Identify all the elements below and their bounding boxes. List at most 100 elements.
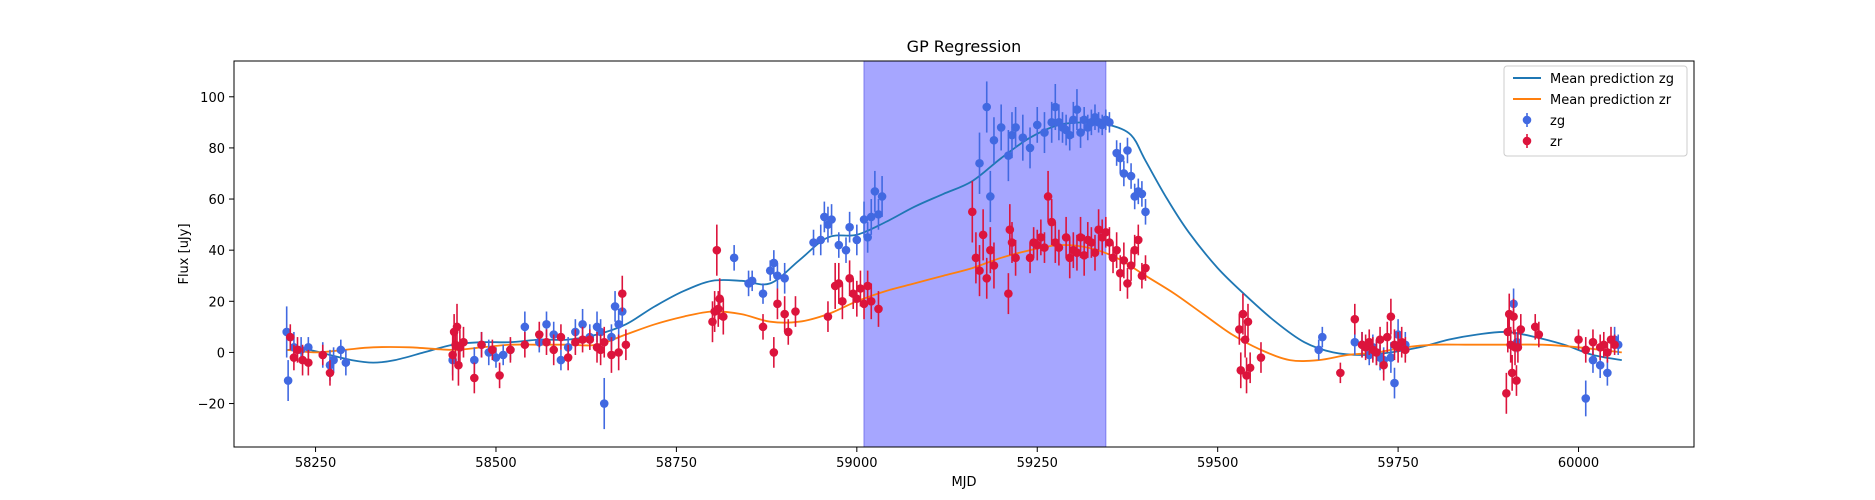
point-marker [304, 343, 313, 352]
plot-frame [233, 60, 1695, 448]
y-tick-label: −20 [198, 398, 225, 413]
data-point-zr [293, 337, 302, 363]
data-point-zr [1090, 234, 1100, 271]
point-marker [520, 322, 530, 332]
point-marker [1115, 153, 1125, 163]
y-axis-label: Flux [uJy] [177, 223, 192, 284]
data-point-zr [780, 296, 789, 332]
point-marker [1076, 233, 1085, 242]
point-marker [1123, 279, 1132, 288]
point-marker [1386, 353, 1396, 362]
data-point-zr [1516, 314, 1526, 345]
legend-box [1503, 65, 1688, 157]
data-point-zr [1603, 342, 1612, 363]
data-point-zr [758, 314, 768, 340]
data-point-zr [452, 303, 462, 350]
point-marker [1137, 189, 1147, 199]
point-marker [715, 294, 725, 304]
data-point-zg [556, 349, 566, 371]
data-point-zr [715, 278, 725, 320]
point-marker [967, 207, 977, 217]
data-point-zr [1072, 234, 1082, 271]
point-marker [729, 253, 739, 263]
point-marker [1108, 253, 1118, 263]
legend-marker-swatch [1522, 136, 1532, 146]
data-point-zr [982, 257, 992, 299]
point-marker [556, 332, 566, 342]
point-marker [982, 273, 992, 283]
x-tick-label: 59250 [1017, 456, 1058, 471]
point-marker [614, 348, 623, 357]
x-tick-label: 59750 [1377, 456, 1418, 471]
point-marker [1382, 332, 1392, 342]
point-marker [852, 294, 862, 304]
point-marker [1507, 368, 1517, 378]
point-marker [610, 302, 620, 311]
data-point-zr [971, 232, 981, 284]
data-point-zg [1390, 367, 1399, 399]
point-marker [1011, 123, 1020, 132]
data-point-zr [967, 181, 977, 243]
data-point-zr [1011, 239, 1020, 276]
y-axis: −20 0 20 40 60 80 100 [198, 91, 234, 413]
data-point-zr [285, 324, 295, 350]
point-marker [765, 266, 775, 275]
data-point-zr [1126, 250, 1136, 281]
data-point-zr [1502, 372, 1511, 414]
data-point-zr [1397, 326, 1407, 358]
point-marker [1126, 171, 1136, 181]
data-point-zr [621, 329, 631, 361]
data-point-zr [834, 262, 844, 304]
legend-label: zg [1550, 114, 1565, 129]
point-marker [1603, 348, 1612, 357]
point-marker [1243, 317, 1253, 327]
point-marker [1079, 115, 1089, 125]
point-marker [599, 337, 609, 347]
data-point-zr [874, 291, 883, 327]
point-marker [325, 368, 335, 378]
data-point-zr [712, 224, 722, 276]
point-marker [713, 304, 723, 314]
point-marker [971, 253, 981, 263]
point-marker [773, 271, 782, 281]
data-point-zg [975, 132, 984, 194]
point-marker [470, 355, 479, 365]
data-point-zr [304, 349, 313, 376]
legend-item: zr [1522, 134, 1563, 150]
point-marker [470, 373, 479, 383]
point-marker [549, 345, 559, 355]
data-point-zg [820, 201, 829, 233]
data-points [282, 81, 1623, 430]
point-marker [585, 335, 595, 344]
point-marker [534, 330, 544, 339]
point-marker [866, 212, 876, 222]
data-point-zr [1243, 303, 1253, 340]
point-marker [1588, 337, 1598, 347]
point-marker [769, 258, 779, 268]
point-marker [578, 335, 587, 344]
data-point-zg [729, 245, 739, 271]
point-marker [1036, 233, 1046, 242]
point-marker [816, 235, 826, 245]
point-marker [617, 289, 627, 298]
data-point-zg [1007, 112, 1017, 159]
point-marker [1087, 238, 1096, 247]
point-marker [578, 319, 587, 329]
data-point-zg [1011, 107, 1020, 148]
point-marker [1318, 332, 1327, 342]
point-marker [863, 233, 872, 242]
data-point-zr [1256, 342, 1266, 373]
point-marker [1242, 371, 1251, 380]
point-marker [1007, 238, 1017, 247]
data-point-zr [1043, 170, 1053, 223]
point-marker [1040, 128, 1049, 137]
point-marker [1047, 118, 1056, 127]
point-marker [859, 215, 869, 224]
point-marker [758, 322, 768, 332]
point-marker [596, 327, 605, 337]
point-marker [1133, 235, 1143, 245]
data-point-zr [1512, 365, 1521, 396]
data-point-zg [1581, 380, 1591, 417]
point-marker [617, 307, 627, 316]
point-marker [769, 348, 779, 357]
